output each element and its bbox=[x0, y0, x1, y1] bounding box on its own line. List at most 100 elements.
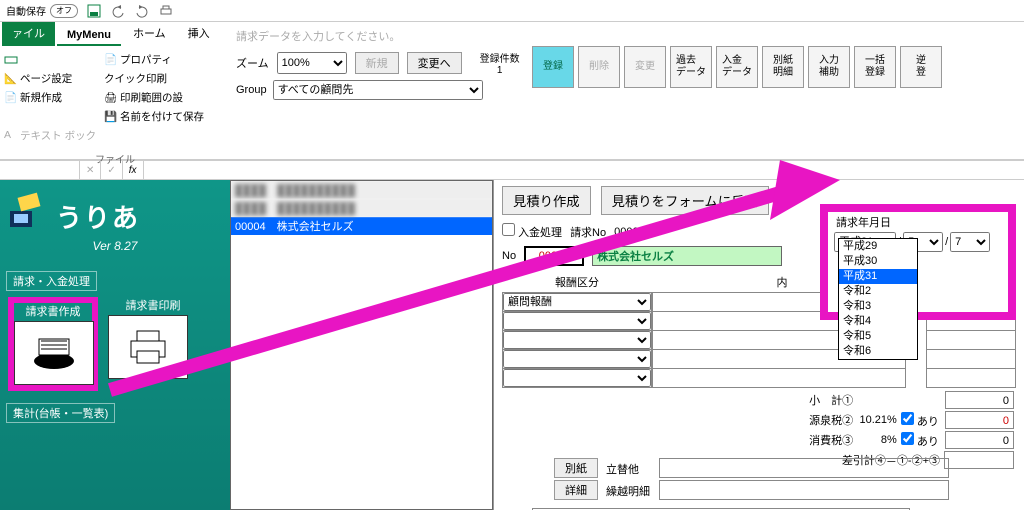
table-row[interactable] bbox=[502, 330, 1016, 350]
fee-type-select[interactable] bbox=[503, 331, 651, 349]
era-option[interactable]: 平成31 bbox=[839, 269, 917, 284]
undo-icon[interactable] bbox=[110, 3, 126, 19]
change-button-top[interactable]: 変更 bbox=[624, 46, 666, 88]
day-select[interactable]: 7 bbox=[950, 232, 990, 252]
advance-field[interactable] bbox=[659, 458, 949, 478]
printer-feed-icon bbox=[29, 333, 79, 373]
era-option[interactable]: 令和3 bbox=[839, 299, 917, 314]
save-icon[interactable] bbox=[86, 3, 102, 19]
fee-type-select[interactable] bbox=[503, 369, 651, 387]
tool-quick-print-label[interactable]: クイック印刷 bbox=[104, 71, 194, 86]
title-bar: 自動保存 オフ bbox=[0, 0, 1024, 22]
list-item[interactable]: ████ ██████████ bbox=[231, 199, 492, 217]
tool-new[interactable]: 📄新規作成 bbox=[4, 90, 94, 105]
zoom-label: ズーム bbox=[236, 55, 269, 71]
print-invoice-button[interactable]: 請求書印刷 bbox=[108, 297, 198, 391]
bill-no-value: 00002 bbox=[614, 226, 674, 238]
top-action-bar: 登録 削除 変更 過去 データ 入金 データ 別紙 明細 入力 補助 一括 登録… bbox=[532, 46, 942, 88]
fee-type-select[interactable]: 顧問報酬 bbox=[503, 293, 651, 311]
subtotal-value: 0 bbox=[945, 391, 1015, 409]
zoom-select[interactable]: 100% bbox=[277, 52, 347, 74]
amount-cell[interactable] bbox=[926, 330, 1016, 350]
withholding-value: 0 bbox=[945, 411, 1015, 429]
table-row[interactable] bbox=[502, 368, 1016, 388]
tool-textbox[interactable]: Aテキスト ボック bbox=[4, 128, 96, 143]
era-dropdown-list[interactable]: 平成29平成30平成31令和2令和3令和4令和5令和6 bbox=[838, 238, 918, 360]
annex-button[interactable]: 別紙 bbox=[554, 458, 598, 478]
redo-icon[interactable] bbox=[134, 3, 150, 19]
batch-register-button[interactable]: 一括 登録 bbox=[854, 46, 896, 88]
amount-cell[interactable] bbox=[926, 349, 1016, 369]
receipt-proc-checkbox[interactable]: 入金処理 bbox=[502, 223, 562, 240]
fx-icon[interactable]: fx bbox=[123, 161, 144, 179]
printer-icon bbox=[123, 327, 173, 367]
register-button[interactable]: 登録 bbox=[532, 46, 574, 88]
section-aggregate: 集計(台帳・一覧表) bbox=[6, 403, 115, 423]
make-quote-button[interactable]: 見積り作成 bbox=[502, 186, 591, 215]
autosave-toggle[interactable]: オフ bbox=[50, 4, 78, 18]
change-button[interactable]: 変更へ bbox=[407, 52, 462, 74]
tab-insert[interactable]: 挿入 bbox=[178, 22, 220, 46]
receipt-data-button[interactable]: 入金 データ bbox=[716, 46, 758, 88]
name-box[interactable] bbox=[0, 161, 80, 179]
list-item[interactable]: ████ ██████████ bbox=[231, 181, 492, 199]
reflect-quote-button[interactable]: 見積りをフォームに反映 bbox=[601, 186, 769, 215]
era-option[interactable]: 令和6 bbox=[839, 344, 917, 359]
create-invoice-button[interactable]: 請求書作成 bbox=[8, 297, 98, 391]
fee-type-select[interactable] bbox=[503, 312, 651, 330]
era-option[interactable]: 令和4 bbox=[839, 314, 917, 329]
input-assist-button[interactable]: 入力 補助 bbox=[808, 46, 850, 88]
withholding-check[interactable]: あり bbox=[901, 416, 939, 428]
tool-property[interactable]: 📄プロパティ bbox=[104, 52, 194, 67]
customer-list[interactable]: ████ ██████████████ ██████████00004 株式会社… bbox=[230, 180, 494, 510]
app-version: Ver 8.27 bbox=[6, 235, 224, 265]
past-data-button[interactable]: 過去 データ bbox=[670, 46, 712, 88]
detail-button[interactable]: 詳細 bbox=[554, 480, 598, 500]
reverse-button[interactable]: 逆 登 bbox=[900, 46, 942, 88]
delete-button[interactable]: 削除 bbox=[578, 46, 620, 88]
annex-detail-button[interactable]: 別紙 明細 bbox=[762, 46, 804, 88]
tab-file[interactable]: ァイル bbox=[2, 22, 55, 46]
tool-page-setup[interactable]: 📐ページ設定 bbox=[4, 71, 94, 86]
new-button[interactable]: 新規 bbox=[355, 52, 399, 74]
tab-home[interactable]: ホーム bbox=[123, 22, 176, 46]
diff-value bbox=[944, 451, 1014, 469]
bill-date-legend: 請求年月日 bbox=[834, 214, 1002, 230]
era-option[interactable]: 平成30 bbox=[839, 254, 917, 269]
tool-quickprint[interactable] bbox=[4, 52, 94, 67]
bill-no-label: 請求No bbox=[570, 224, 606, 240]
section-billing: 請求・入金処理 bbox=[6, 271, 97, 291]
customer-name: 株式会社セルズ bbox=[592, 246, 782, 266]
ribbon-tools: 📄プロパティ 📐ページ設定 クイック印刷 📄新規作成 🖨印刷範囲の設 💾名前を付… bbox=[0, 46, 230, 149]
carryover-field[interactable] bbox=[659, 480, 949, 500]
description-cell[interactable] bbox=[652, 368, 906, 388]
ribbon: ァイル MyMenu ホーム 挿入 📄プロパティ 📐ページ設定 クイック印刷 📄… bbox=[0, 22, 1024, 160]
left-app-panel: うりあ Ver 8.27 請求・入金処理 請求書作成 請求書印刷 集計(台帳・一… bbox=[0, 180, 230, 510]
fx-confirm-icon[interactable]: ✓ bbox=[101, 161, 122, 179]
era-option[interactable]: 令和5 bbox=[839, 329, 917, 344]
group-label: Group bbox=[236, 84, 267, 96]
table-row[interactable] bbox=[502, 349, 1016, 369]
era-option[interactable]: 令和2 bbox=[839, 284, 917, 299]
ribbon-tabs: ァイル MyMenu ホーム 挿入 bbox=[0, 22, 230, 46]
consumption-check[interactable]: あり bbox=[901, 436, 939, 448]
invoice-form: 見積り作成 見積りをフォームに反映 入金処理 請求No 00002 No 株式会… bbox=[494, 180, 1024, 510]
tool-save-as[interactable]: 💾名前を付けて保存 bbox=[104, 109, 204, 124]
carryover-label: 繰越明細 bbox=[606, 480, 650, 502]
advance-label: 立替他 bbox=[606, 458, 650, 480]
era-option[interactable]: 平成29 bbox=[839, 239, 917, 254]
group-select[interactable]: すべての顧問先 bbox=[273, 80, 483, 100]
list-item[interactable]: 00004 株式会社セルズ bbox=[231, 217, 492, 235]
amount-cell[interactable] bbox=[926, 368, 1016, 388]
print-icon[interactable] bbox=[158, 3, 174, 19]
bill-date-group: 請求年月日 平成31 / 5 / 7 平成29平成30平成31令和2令和3令和4… bbox=[820, 204, 1016, 320]
tool-spacer bbox=[4, 109, 94, 124]
tab-mymenu[interactable]: MyMenu bbox=[57, 26, 121, 46]
date-sep2: / bbox=[945, 236, 948, 248]
fx-cancel-icon[interactable]: ✕ bbox=[80, 161, 101, 179]
app-logo-icon bbox=[6, 191, 46, 231]
no-field[interactable] bbox=[524, 246, 584, 266]
tool-print-range[interactable]: 🖨印刷範囲の設 bbox=[104, 90, 194, 105]
fee-type-select[interactable] bbox=[503, 350, 651, 368]
autosave-label: 自動保存 オフ bbox=[6, 3, 78, 18]
